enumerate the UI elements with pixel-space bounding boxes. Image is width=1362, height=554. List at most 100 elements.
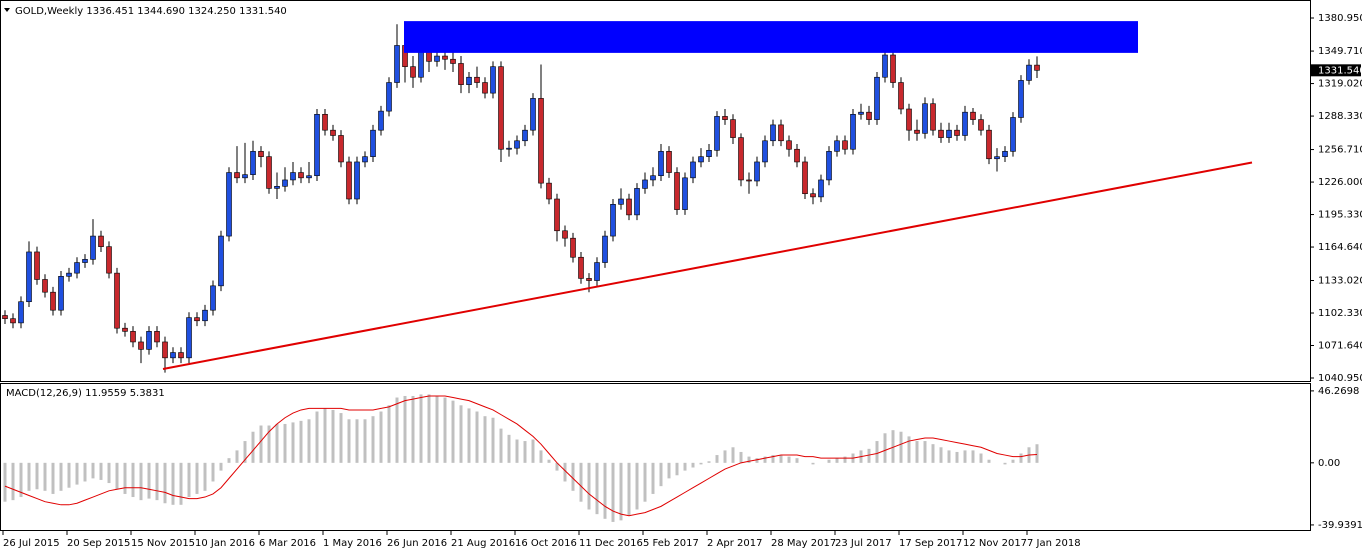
candle-body <box>674 172 680 210</box>
macd-bar <box>979 453 983 463</box>
candle-body <box>818 179 824 198</box>
candle-body <box>618 198 624 205</box>
macd-bar <box>395 397 399 463</box>
candle-body <box>962 111 968 136</box>
x-tick-label: 10 Jan 2016 <box>195 538 255 549</box>
macd-bar <box>75 462 79 485</box>
candle-body <box>546 182 552 200</box>
candle-body <box>266 156 272 189</box>
macd-bar <box>259 425 263 463</box>
close-label: 1331.540 <box>239 6 287 17</box>
macd-bar <box>739 451 743 463</box>
macd-bar <box>827 459 831 463</box>
macd-bar <box>363 419 367 463</box>
x-tick-label: 5 Feb 2017 <box>643 538 699 549</box>
price-tag-label: 1331.540 <box>1318 65 1362 76</box>
candle-body <box>1026 64 1032 81</box>
candle-body <box>666 151 672 173</box>
macd-bar <box>355 419 359 463</box>
open-label: 1336.451 <box>86 6 134 17</box>
macd-bar <box>955 451 959 463</box>
macd-bar <box>419 394 423 463</box>
candle-body <box>890 54 896 83</box>
candle-body <box>706 150 712 157</box>
macd-bar <box>531 439 535 463</box>
candle-body <box>466 76 472 85</box>
candle-body <box>122 327 128 332</box>
candle-body <box>66 272 72 277</box>
macd-bar <box>699 462 703 465</box>
candle-body <box>850 113 856 150</box>
macd-bar <box>811 462 815 465</box>
candle-body <box>74 262 80 274</box>
candle-body <box>506 147 512 150</box>
macd-bar <box>459 405 463 463</box>
macd-bar <box>587 462 591 510</box>
candle-body <box>418 50 424 78</box>
macd-bar <box>835 458 839 463</box>
macd-bar <box>51 462 55 494</box>
candle-body <box>130 331 136 343</box>
candle-body <box>834 140 840 152</box>
macd-bar <box>91 462 95 479</box>
x-tick-label: 26 Jun 2016 <box>387 538 447 549</box>
macd-bar <box>667 462 671 479</box>
low-label: 1324.250 <box>188 6 236 17</box>
candle-body <box>290 172 296 181</box>
candle-body <box>234 172 240 179</box>
zone-rectangle <box>404 21 1138 53</box>
macd-bar <box>187 462 191 498</box>
x-tick-label: 21 Aug 2016 <box>451 538 515 549</box>
macd-bar <box>691 462 695 468</box>
candle-body <box>1034 64 1040 71</box>
candle-body <box>738 137 744 181</box>
macd-bar <box>843 456 847 463</box>
candle-body <box>386 82 392 112</box>
macd-bar <box>387 405 391 463</box>
y-tick-label: 1256.710 <box>1318 145 1362 156</box>
candle-body <box>754 161 760 182</box>
macd-bar <box>627 462 631 516</box>
macd-bar <box>635 462 639 510</box>
candle-body <box>258 151 264 157</box>
y-tick-label: -39.9391 <box>1318 520 1362 531</box>
macd-bar <box>579 462 583 502</box>
candle-body <box>442 55 448 60</box>
macd-bar <box>491 417 495 463</box>
macd-bar <box>275 423 279 463</box>
macd-bar <box>131 462 135 498</box>
candle-body <box>138 341 144 350</box>
candle-body <box>346 161 352 200</box>
macd-bar <box>323 408 327 463</box>
candle-body <box>954 129 960 136</box>
macd-bar <box>451 400 455 463</box>
candle-body <box>842 140 848 150</box>
macd-bar <box>755 458 759 463</box>
candle-body <box>898 82 904 110</box>
candle-body <box>26 251 32 303</box>
y-tick-label: 0.00 <box>1318 458 1340 469</box>
candle-body <box>810 193 816 198</box>
macd-bar <box>875 441 879 463</box>
macd-bar <box>115 462 119 490</box>
macd-bar <box>867 448 871 463</box>
macd-bar <box>379 411 383 463</box>
macd-bar <box>795 458 799 463</box>
candle-body <box>106 246 112 274</box>
candle-body <box>458 63 464 85</box>
macd-bar <box>891 430 895 463</box>
y-tick-label: 1195.330 <box>1318 210 1362 221</box>
macd-bar <box>899 431 903 463</box>
candle-body <box>858 111 864 115</box>
macd-bar <box>963 450 967 463</box>
x-tick-label: 15 Nov 2015 <box>131 538 195 549</box>
candle-body <box>50 291 56 311</box>
candle-body <box>226 172 232 237</box>
candle-body <box>730 119 736 138</box>
macd-bar <box>907 436 911 463</box>
macd-bar <box>163 462 167 504</box>
x-tick-label: 7 Jan 2018 <box>1027 538 1081 549</box>
macd-bar <box>555 462 559 471</box>
candle-body <box>154 331 160 343</box>
signal-line <box>4 395 1038 517</box>
